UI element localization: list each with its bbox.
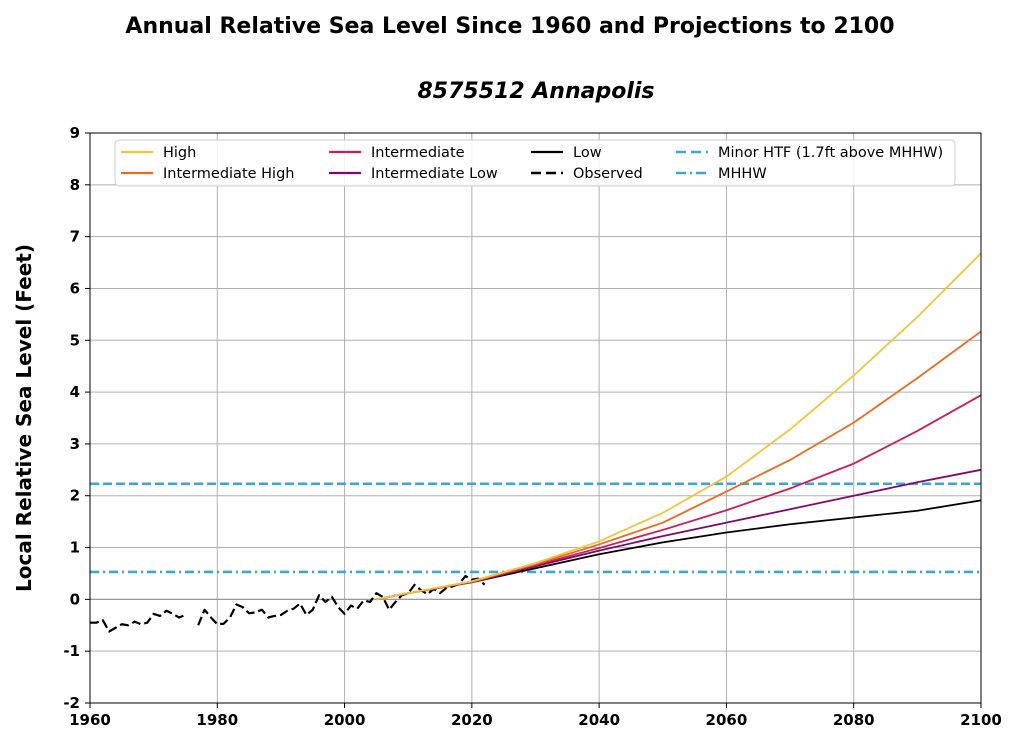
legend-label: Intermediate High xyxy=(163,166,294,182)
grid-lines xyxy=(89,132,982,704)
plot-frame xyxy=(89,132,982,704)
chart-subtitle: 8575512 Annapolis xyxy=(417,79,654,104)
legend-item-intermediate-low: Intermediate Low xyxy=(329,166,498,182)
legend-item-mhhw: MHHW xyxy=(676,166,767,182)
series-layer xyxy=(90,252,982,633)
y-axis-label: Local Relative Sea Level (Feet) xyxy=(12,244,36,592)
series-line-observed xyxy=(90,574,486,633)
x-tick-label: 1980 xyxy=(196,711,238,729)
legend-item-observed: Observed xyxy=(531,166,643,182)
axis-ticks: 1960 1980 2000 2020 2040 2060 2080 2100 -2 -1 0 1 2 3… xyxy=(63,124,1002,729)
series-line-intermediate-low xyxy=(376,468,982,601)
series-line-high xyxy=(376,252,982,601)
legend-item-high: High xyxy=(121,145,196,161)
legend-label: High xyxy=(163,145,196,161)
legend-label: Intermediate Low xyxy=(371,166,498,182)
y-tick-label: 5 xyxy=(70,331,80,349)
y-tick-label: 2 xyxy=(70,487,80,505)
legend: High Intermediate High Intermediate Interme… xyxy=(114,139,956,187)
x-tick-label: 1960 xyxy=(69,711,111,729)
y-tick-label: 3 xyxy=(70,435,80,453)
x-tick-label: 2020 xyxy=(451,711,493,729)
y-tick-label: 9 xyxy=(70,124,80,142)
legend-item-intermediate-high: Intermediate High xyxy=(121,166,294,182)
x-tick-label: 2040 xyxy=(578,711,620,729)
legend-label: Low xyxy=(573,145,602,161)
y-tick-label: 6 xyxy=(70,279,80,297)
legend-label: MHHW xyxy=(718,166,767,182)
legend-label: Minor HTF (1.7ft above MHHW) xyxy=(718,145,943,161)
legend-item-low: Low xyxy=(531,145,602,161)
legend-box xyxy=(114,139,956,187)
y-tick-label: 4 xyxy=(70,383,80,401)
y-tick-label: 1 xyxy=(70,539,80,557)
y-tick-label: -1 xyxy=(63,642,80,660)
legend-item-minor-htf-1-7ft-above-mhhw: Minor HTF (1.7ft above MHHW) xyxy=(676,145,943,161)
y-tick-label: -2 xyxy=(63,694,80,712)
y-tick-label: 0 xyxy=(70,590,80,608)
x-tick-label: 2000 xyxy=(324,711,366,729)
legend-item-intermediate: Intermediate xyxy=(329,145,465,161)
x-tick-label: 2100 xyxy=(960,711,1002,729)
series-line-intermediate xyxy=(376,394,982,601)
legend-label: Observed xyxy=(573,166,643,182)
legend-label: Intermediate xyxy=(371,145,465,161)
y-tick-label: 7 xyxy=(70,228,80,246)
series-line-intermediate-high xyxy=(376,330,982,601)
x-tick-label: 2080 xyxy=(833,711,875,729)
y-tick-label: 8 xyxy=(70,176,80,194)
chart-title: Annual Relative Sea Level Since 1960 and… xyxy=(125,14,894,39)
x-tick-label: 2060 xyxy=(706,711,748,729)
